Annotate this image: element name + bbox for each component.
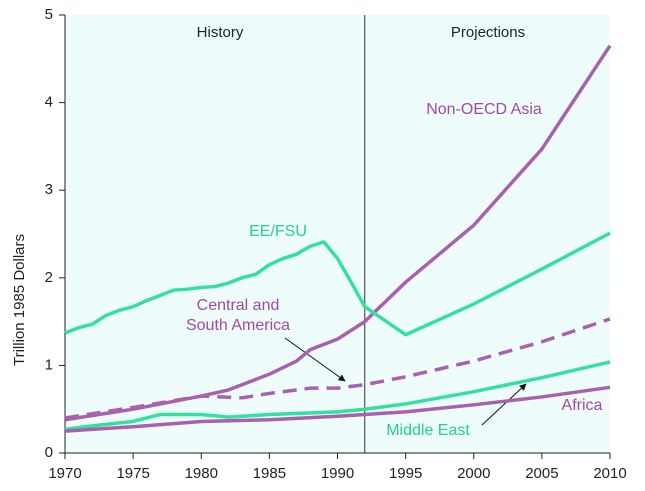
y-tick-label: 4: [45, 94, 53, 111]
x-tick-label: 2010: [593, 465, 626, 482]
arrow: [481, 383, 527, 426]
x-tick-label: 1975: [116, 465, 149, 482]
series-label: Central and South America: [185, 297, 291, 334]
plot-background: [65, 15, 610, 453]
x-tick-label: 1985: [253, 465, 286, 482]
x-tick-label: 2005: [525, 465, 558, 482]
series-label: Africa: [561, 397, 603, 414]
series-label: Middle East: [386, 422, 470, 439]
annotation: History: [197, 24, 244, 41]
y-tick-label: 0: [45, 444, 53, 461]
y-tick-label: 5: [45, 6, 53, 23]
arrow: [284, 337, 346, 382]
x-tick-label: 1990: [321, 465, 354, 482]
series-label: EE/FSU: [249, 223, 307, 240]
line: [64, 385, 611, 433]
y-tick-label: 3: [45, 181, 53, 198]
y-tick-label: 2: [45, 269, 53, 286]
x-tick-label: 1980: [185, 465, 218, 482]
annotation: Projections: [451, 24, 525, 41]
series-label: Non-OECD Asia: [426, 101, 542, 118]
y-axis-label: Trillion 1985 Dollars: [11, 234, 28, 366]
x-tick-label: 1995: [389, 465, 422, 482]
line: [64, 317, 611, 420]
x-tick-label: 2000: [457, 465, 490, 482]
x-tick-label: 1970: [48, 465, 81, 482]
y-tick-label: 1: [45, 356, 53, 373]
line: [64, 360, 611, 432]
line: [64, 231, 611, 337]
